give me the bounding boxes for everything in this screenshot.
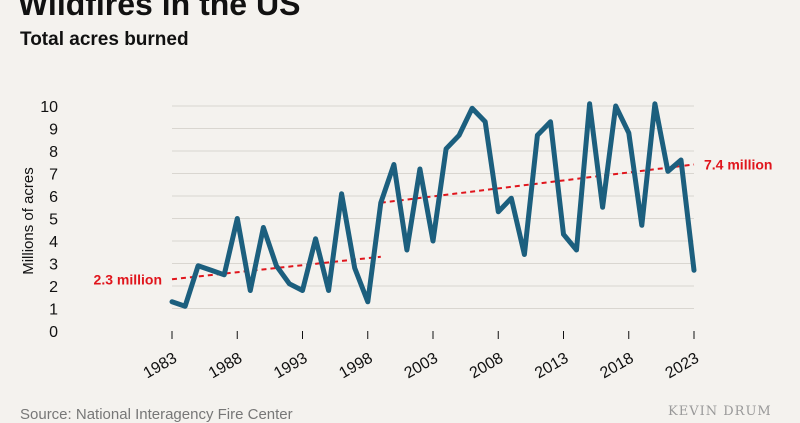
- trend-label-2: 7.4 million: [704, 157, 772, 173]
- x-tick-label: 1988: [206, 350, 245, 383]
- trendlines: [171, 163, 695, 281]
- chart-title: Wildfires in the US: [18, 0, 301, 22]
- x-axis-ticks: 1983 1988 1993 1998 2003 2008 2013 2018 2023: [141, 331, 702, 382]
- x-tick-label: 1993: [271, 350, 310, 383]
- y-tick-label: 6: [49, 189, 58, 206]
- y-tick-label: 0: [49, 324, 58, 341]
- watermark-logo: KEVIN DRUM: [668, 404, 772, 419]
- y-tick-label: 9: [49, 122, 58, 139]
- series-lines: [169, 101, 697, 309]
- x-tick-label: 2013: [532, 350, 571, 383]
- x-tick-label: 2018: [597, 350, 636, 383]
- trend-annotations: 2.3 million 7.4 million: [94, 157, 773, 288]
- y-tick-label: 10: [40, 99, 58, 116]
- trend-label-1: 2.3 million: [94, 271, 162, 287]
- y-tick-label: 5: [49, 212, 58, 229]
- y-axis-label: Millions of acres: [20, 167, 37, 275]
- source-note: Source: National Interagency Fire Center: [20, 406, 293, 423]
- trendline-2: [380, 163, 695, 204]
- series-line-1: [169, 101, 697, 309]
- y-tick-label: 8: [49, 144, 58, 161]
- x-tick-label: 2008: [467, 350, 506, 383]
- x-tick-label: 2023: [663, 350, 702, 383]
- x-tick-label: 1983: [141, 350, 180, 383]
- y-tick-label: 2: [49, 279, 58, 296]
- x-tick-label: 2003: [402, 350, 441, 383]
- y-axis-ticks: 0 1 2 3 4 5 6 7 8 9 10: [40, 99, 58, 341]
- y-tick-label: 3: [49, 257, 58, 274]
- x-tick-label: 1998: [336, 350, 375, 383]
- y-tick-label: 1: [49, 302, 58, 319]
- trendline-1: [171, 255, 381, 281]
- chart-subtitle: Total acres burned: [20, 29, 189, 50]
- y-tick-label: 4: [49, 234, 58, 251]
- y-tick-label: 7: [49, 167, 58, 184]
